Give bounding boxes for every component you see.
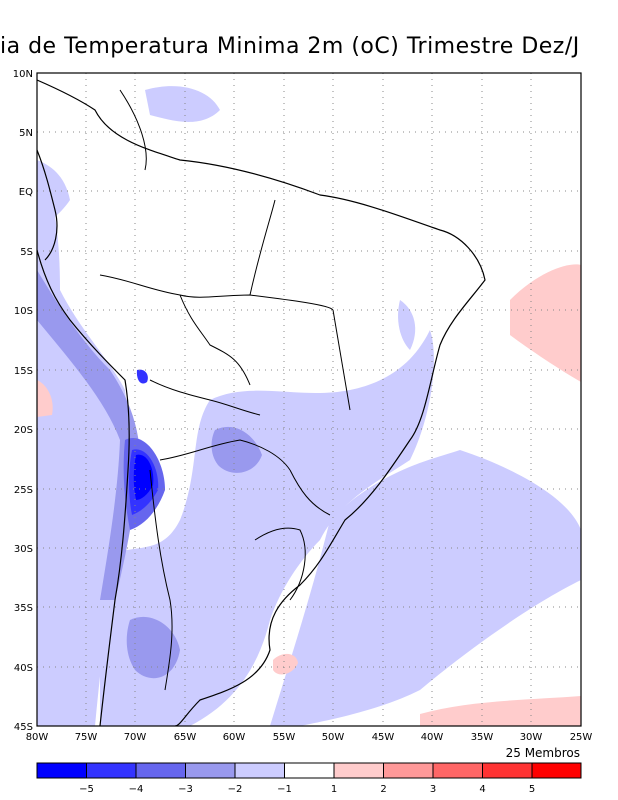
colorbar-box bbox=[531, 762, 582, 779]
lon-label: 75W bbox=[75, 732, 98, 743]
country-borders bbox=[99, 89, 351, 691]
lon-label: 55W bbox=[273, 732, 296, 743]
anomaly-neg1-north bbox=[145, 86, 220, 122]
colorbar-box bbox=[185, 762, 236, 779]
colorbar-label: −2 bbox=[228, 784, 243, 795]
lat-label: 25S bbox=[14, 485, 33, 496]
colorbar-label: 1 bbox=[331, 784, 337, 795]
lat-label: 45S bbox=[14, 722, 33, 733]
anomaly-neg4-peru bbox=[136, 369, 148, 384]
lon-label: 50W bbox=[322, 732, 345, 743]
lat-label: 5N bbox=[19, 128, 33, 139]
anomaly-pos1-pacific bbox=[37, 380, 53, 417]
colorbar-box bbox=[333, 762, 384, 779]
colorbar-label: 5 bbox=[529, 784, 535, 795]
lon-label: 45W bbox=[372, 732, 395, 743]
anomaly-neg2-chaco bbox=[211, 426, 262, 473]
anomaly-neg1-ocean bbox=[270, 450, 581, 726]
colorbar-box bbox=[383, 762, 434, 779]
colorbar-label: −3 bbox=[178, 784, 193, 795]
colorbar-label: 4 bbox=[479, 784, 485, 795]
anomaly-neg2-andes bbox=[37, 270, 140, 600]
colorbar-box bbox=[482, 762, 533, 779]
colorbar-label: −1 bbox=[277, 784, 292, 795]
anomaly-fields bbox=[37, 73, 581, 726]
members-label: 25 Membros bbox=[506, 746, 580, 760]
lat-label: 15S bbox=[14, 366, 33, 377]
lat-label: 20S bbox=[14, 425, 33, 436]
colorbar-box bbox=[284, 762, 335, 779]
lon-labels: 80W 75W 70W 65W 60W 55W 50W 45W 40W 35W … bbox=[26, 732, 593, 743]
colorbar-label: −4 bbox=[129, 784, 144, 795]
lon-label: 30W bbox=[520, 732, 543, 743]
lon-label: 40W bbox=[421, 732, 444, 743]
lat-labels: 10N 5N EQ 5S 10S 15S 20S 25S 30S 35S 40S… bbox=[13, 69, 33, 733]
lon-label: 25W bbox=[570, 732, 593, 743]
lon-label: 35W bbox=[471, 732, 494, 743]
lat-label: 40S bbox=[14, 663, 33, 674]
anomaly-pos1-southatlantic bbox=[420, 696, 581, 726]
lat-label: 30S bbox=[14, 544, 33, 555]
colorbar: −5 −4 −3 −2 −1 1 2 3 4 5 bbox=[36, 762, 582, 795]
lat-label: 5S bbox=[20, 247, 33, 258]
colorbar-box bbox=[135, 762, 186, 779]
lat-label: 35S bbox=[14, 603, 33, 614]
anomaly-neg1-south bbox=[100, 330, 434, 726]
colorbar-box bbox=[86, 762, 137, 779]
lon-label: 70W bbox=[124, 732, 147, 743]
lon-label: 60W bbox=[223, 732, 246, 743]
anomaly-pos1-atlantic bbox=[510, 264, 581, 382]
colorbar-label: −5 bbox=[79, 784, 94, 795]
lat-label: 10N bbox=[13, 69, 33, 80]
lon-label: 65W bbox=[174, 732, 197, 743]
lat-label: EQ bbox=[19, 187, 33, 198]
anomaly-neg1-nw bbox=[37, 160, 70, 230]
coastline bbox=[37, 79, 486, 726]
colorbar-label: 3 bbox=[430, 784, 436, 795]
anomaly-neg2-patagonia bbox=[126, 616, 180, 679]
colorbar-box bbox=[432, 762, 483, 779]
colorbar-box bbox=[234, 762, 285, 779]
lon-label: 80W bbox=[26, 732, 49, 743]
plot-frame bbox=[36, 72, 582, 727]
lat-label: 10S bbox=[14, 306, 33, 317]
gridlines bbox=[37, 73, 581, 726]
colorbar-label: 2 bbox=[380, 784, 386, 795]
anomaly-neg1-ne bbox=[398, 300, 416, 350]
anomaly-neg5-andes bbox=[133, 454, 154, 500]
anomaly-pos1-small bbox=[273, 653, 298, 675]
map-title: ia de Temperatura Minima 2m (oC) Trimest… bbox=[0, 34, 580, 59]
